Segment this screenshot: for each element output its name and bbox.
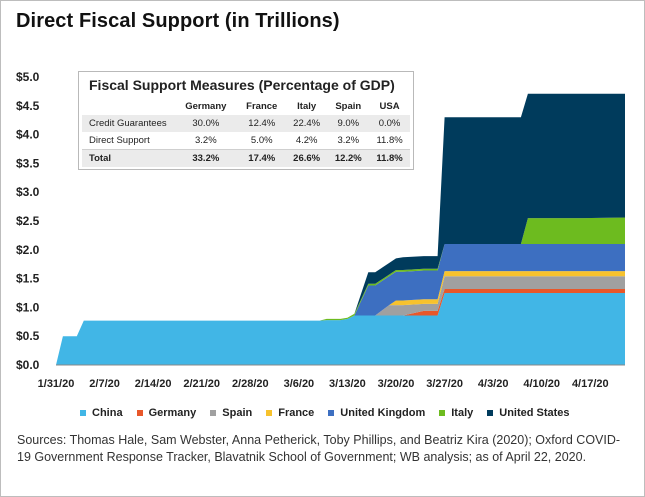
x-tick-label: 2/21/20: [183, 378, 220, 390]
legend-label: China: [92, 407, 123, 419]
legend-swatch: [136, 410, 143, 416]
legend-label: Spain: [222, 407, 253, 419]
y-tick-label: $1.5: [16, 272, 40, 286]
table-cell: 0.0%: [369, 115, 410, 132]
table-cell: 11.8%: [376, 135, 403, 146]
y-tick-label: $2.0: [16, 243, 40, 257]
legend-item-china: China: [80, 407, 123, 419]
legend-item-france: France: [266, 407, 314, 419]
table-cell: 33.2%: [174, 149, 238, 167]
row-label: Total: [82, 149, 174, 167]
y-tick-label: $3.0: [16, 185, 40, 199]
table-cell: 5.0%: [250, 135, 273, 146]
table-row: Direct Support 3.2% 5.0% 4.2% 3.2% 11.8%: [82, 132, 410, 150]
legend-swatch: [439, 410, 446, 416]
table-cell: 4.2%: [295, 135, 318, 146]
x-tick-label: 2/14/20: [135, 378, 172, 390]
x-tick-label: 1/31/20: [38, 378, 75, 390]
legend-label: United Kingdom: [340, 407, 426, 419]
table-cell: 12.4%: [237, 115, 286, 132]
area-series-italy: [56, 217, 625, 365]
x-tick-label: 3/27/20: [426, 378, 463, 390]
y-tick-label: $4.0: [16, 128, 40, 142]
y-tick-label: $3.5: [16, 156, 40, 170]
legend-swatch: [487, 410, 494, 416]
area-series-spain: [56, 276, 625, 365]
area-series-united-states: [56, 93, 625, 365]
table-cell: 3.2%: [337, 135, 360, 146]
legend-swatch: [266, 410, 273, 416]
fiscal-support-table: Fiscal Support Measures (Percentage of G…: [78, 71, 414, 170]
table-header-italy: Italy: [297, 101, 317, 112]
table-header-usa: USA: [379, 101, 400, 112]
legend-item-united-kingdom: United Kingdom: [328, 407, 425, 419]
table-row: Credit Guarantees 30.0% 12.4% 22.4% 9.0%…: [82, 115, 410, 132]
row-label: Credit Guarantees: [82, 115, 174, 132]
y-tick-label: $0.5: [16, 329, 40, 343]
table-cell: 3.2%: [195, 135, 217, 146]
x-tick-label: 3/6/20: [284, 378, 315, 390]
row-label: Direct Support: [89, 135, 150, 146]
source-note: Sources: Thomas Hale, Sam Webster, Anna …: [17, 433, 621, 464]
table-cell: 17.4%: [237, 149, 286, 167]
chart-title: Direct Fiscal Support (in Trillions): [16, 10, 340, 32]
x-tick-label: 4/3/20: [478, 378, 509, 390]
y-tick-label: $5.0: [16, 70, 40, 84]
legend-swatch: [210, 410, 217, 416]
table-title: Fiscal Support Measures (Percentage of G…: [89, 77, 395, 93]
legend-swatch: [80, 410, 86, 416]
table-header-spain: Spain: [335, 101, 362, 112]
y-tick-label: $1.0: [16, 300, 40, 314]
table-cell: 11.8%: [369, 149, 410, 167]
stacked-area-chart: $0.0 $0.5 $1.0 $1.5 $2.0 $2.5 $3.0 $3.5 $4.0 $4.5…: [16, 70, 625, 390]
chart-legend: China Germany Spain France United Kingdom Ita…: [80, 405, 584, 421]
x-tick-label: 4/17/20: [572, 378, 609, 390]
area-series-united-kingdom: [56, 244, 625, 365]
table-row-total: Total 33.2% 17.4% 26.6% 12.2% 11.8%: [82, 149, 410, 167]
area-series-china: [56, 293, 625, 365]
table-cell: 12.2%: [327, 149, 370, 167]
y-tick-label: $0.0: [16, 358, 40, 372]
y-tick-label: $2.5: [16, 214, 40, 228]
x-tick-label: 2/7/20: [89, 378, 120, 390]
x-tick-label: 3/20/20: [378, 378, 415, 390]
legend-item-spain: Spain: [210, 407, 252, 419]
legend-item-italy: Italy: [439, 407, 473, 419]
table-cell: 22.4%: [285, 115, 328, 132]
legend-label: Italy: [451, 407, 474, 419]
x-tick-label: 2/28/20: [232, 378, 269, 390]
table-header-germany: Germany: [185, 101, 227, 112]
table-cell: 9.0%: [327, 115, 370, 132]
table-cell: 30.0%: [174, 115, 238, 132]
x-tick-label: 4/10/20: [523, 378, 560, 390]
legend-item-germany: Germany: [136, 407, 197, 419]
legend-item-united-states: United States: [487, 407, 570, 419]
table-grid: Germany France Italy Spain USA Credit Gu…: [82, 98, 410, 167]
legend-label: France: [278, 407, 315, 419]
legend-label: United States: [499, 407, 570, 419]
table-header-blank: [82, 98, 174, 115]
legend-label: Germany: [148, 407, 197, 419]
table-header-row: Germany France Italy Spain USA: [82, 98, 410, 115]
table-header-france: France: [246, 101, 278, 112]
table-cell: 26.6%: [285, 149, 328, 167]
x-tick-label: 3/13/20: [329, 378, 366, 390]
legend-swatch: [328, 410, 335, 416]
y-tick-label: $4.5: [16, 99, 40, 113]
